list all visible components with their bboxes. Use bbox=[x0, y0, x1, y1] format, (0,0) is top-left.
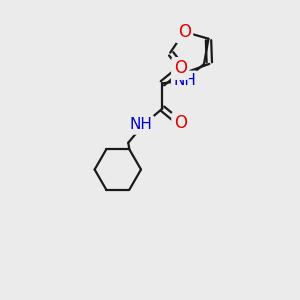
Text: NH: NH bbox=[173, 73, 196, 88]
Text: O: O bbox=[174, 59, 187, 77]
Text: NH: NH bbox=[129, 117, 152, 132]
Text: O: O bbox=[178, 23, 191, 41]
Text: O: O bbox=[174, 114, 187, 132]
